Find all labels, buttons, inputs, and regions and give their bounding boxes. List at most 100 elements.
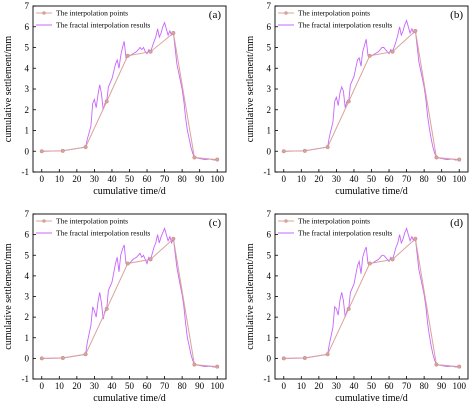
y-tick-label: 3: [267, 84, 272, 94]
y-tick-label: 2: [25, 312, 30, 322]
y-tick-label: 7: [25, 209, 30, 219]
plot-frame: [274, 5, 469, 173]
series-line-fractal-interpolation-results: [283, 19, 460, 161]
series-line-interpolation-points: [41, 32, 218, 161]
x-tick-label: 70: [402, 381, 412, 391]
x-axis-label: cumulative time/d: [335, 393, 407, 404]
data-point-interpolation: [39, 356, 44, 361]
data-point-interpolation: [215, 157, 220, 162]
y-tick-label: 6: [25, 22, 30, 32]
y-axis-label: cumulative settlement/mm: [3, 36, 14, 143]
y-tick-label: -1: [22, 374, 30, 384]
legend: The interpolation points The fractal inte…: [278, 9, 392, 30]
panel-label: (a): [209, 9, 222, 21]
y-tick-label: 3: [25, 292, 30, 302]
legend-label-fractal-results: The fractal interpolation results: [298, 229, 392, 238]
series-line-fractal-interpolation-results: [41, 21, 218, 161]
legend-label-fractal-results: The fractal interpolation results: [56, 21, 150, 30]
x-tick-label: 90: [195, 174, 205, 184]
series-line-interpolation-points: [283, 29, 460, 161]
y-tick-label: 0: [267, 353, 272, 363]
x-tick-label: 50: [367, 174, 377, 184]
x-tick-label: 0: [40, 174, 45, 184]
data-point-interpolation: [325, 352, 330, 357]
x-tick-label: 30: [90, 381, 100, 391]
data-point-interpolation: [83, 352, 88, 357]
y-tick-label: -1: [264, 374, 272, 384]
data-point-interpolation: [457, 364, 462, 369]
x-tick-label: 70: [402, 174, 412, 184]
x-tick-label: 100: [452, 381, 466, 391]
y-tick-label: 4: [267, 271, 272, 281]
y-tick-label: 0: [25, 146, 30, 156]
y-tick-label: 5: [25, 250, 30, 260]
data-point-interpolation: [390, 49, 395, 54]
data-point-interpolation: [192, 155, 197, 160]
series-line-fractal-interpolation-results: [41, 227, 218, 368]
data-point-interpolation: [346, 306, 351, 311]
x-tick-label: 20: [72, 381, 82, 391]
x-tick-label: 100: [210, 381, 224, 391]
legend-label-fractal-results: The fractal interpolation results: [56, 229, 150, 238]
x-tick-label: 0: [282, 381, 287, 391]
y-tick-label: 1: [267, 333, 272, 343]
x-tick-label: 50: [125, 381, 135, 391]
legend-label-interpolation-points: The interpolation points: [298, 217, 370, 226]
y-axis-label: cumulative settlement/mm: [3, 243, 14, 350]
y-tick-label: 1: [25, 126, 30, 136]
data-point-interpolation: [367, 261, 372, 266]
data-point-interpolation: [148, 49, 153, 54]
legend-label-interpolation-points: The interpolation points: [56, 9, 128, 18]
data-point-interpolation: [125, 261, 130, 266]
x-tick-label: 20: [72, 174, 82, 184]
legend-marker-interpolation-points: [42, 11, 46, 15]
data-point-interpolation: [215, 364, 220, 369]
legend-marker-interpolation-points: [284, 11, 288, 15]
legend: The interpolation points The fractal inte…: [278, 217, 392, 238]
x-tick-label: 90: [195, 381, 205, 391]
y-tick-label: 6: [267, 230, 272, 240]
x-tick-label: 100: [210, 174, 224, 184]
plot-frame: [32, 5, 227, 173]
y-tick-label: 0: [25, 353, 30, 363]
x-tick-label: 60: [143, 174, 153, 184]
x-tick-label: 10: [55, 174, 65, 184]
data-point-interpolation: [148, 257, 153, 262]
x-tick-label: 0: [282, 174, 287, 184]
x-tick-label: 40: [107, 174, 117, 184]
y-tick-label: 2: [25, 105, 30, 115]
y-tick-label: 6: [25, 230, 30, 240]
x-tick-label: 50: [125, 174, 135, 184]
x-tick-label: 60: [143, 381, 153, 391]
data-point-interpolation: [390, 257, 395, 262]
x-tick-label: 40: [107, 381, 117, 391]
x-tick-label: 60: [385, 381, 395, 391]
plot-frame: [274, 213, 469, 380]
y-tick-label: 7: [25, 1, 30, 11]
y-tick-label: 4: [25, 271, 30, 281]
x-tick-label: 40: [349, 174, 359, 184]
data-point-interpolation: [125, 53, 130, 58]
x-axis-label: cumulative time/d: [335, 186, 407, 197]
chart-panel-a: 0 10 20 30 40 50 60 70 80 90 100 -1 0 1 2 3 4 5 6 7 cumulati…: [3, 1, 227, 197]
legend-label-interpolation-points: The interpolation points: [56, 217, 128, 226]
data-point-interpolation: [413, 28, 418, 33]
chart-panel-c: 0 10 20 30 40 50 60 70 80 90 100 -1 0 1 2 3 4 5 6 7 cumulati…: [3, 209, 227, 404]
legend: The interpolation points The fractal inte…: [36, 217, 150, 238]
x-tick-label: 30: [90, 174, 100, 184]
x-tick-label: 80: [178, 381, 188, 391]
data-point-interpolation: [192, 362, 197, 367]
data-point-interpolation: [434, 155, 439, 160]
chart-panel-b: 0 10 20 30 40 50 60 70 80 90 100 -1 0 1 2 3 4 5 6 7 cumulati…: [245, 1, 469, 197]
x-tick-label: 20: [314, 174, 324, 184]
data-point-interpolation: [60, 148, 65, 153]
x-tick-label: 90: [437, 174, 447, 184]
data-point-interpolation: [302, 355, 307, 360]
y-tick-label: 5: [267, 250, 272, 260]
data-point-interpolation: [83, 145, 88, 150]
x-axis-label: cumulative time/d: [93, 393, 165, 404]
y-tick-label: 2: [267, 312, 272, 322]
data-point-interpolation: [325, 145, 330, 150]
x-tick-label: 10: [297, 174, 307, 184]
data-point-interpolation: [281, 356, 286, 361]
